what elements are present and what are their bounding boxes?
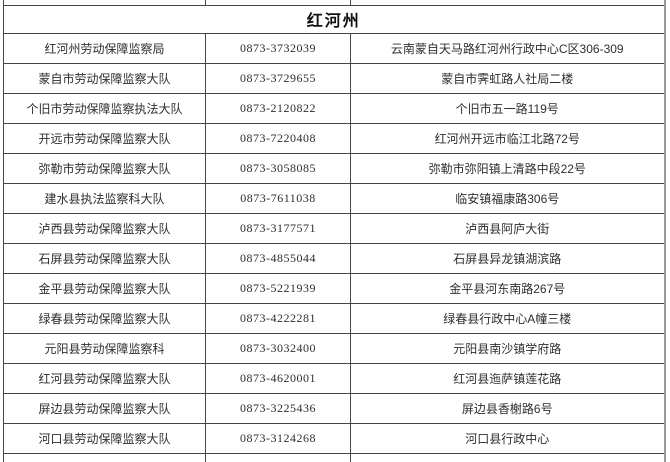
- phone-number: 0873-3032400: [205, 332, 351, 364]
- table-row: 屏边县劳动保障监察大队 0873-3225436 屏边县香榭路6号: [3, 392, 666, 424]
- table-row: 金平县劳动保障监察大队 0873-5221939 金平县河东南路267号: [3, 272, 666, 304]
- phone-number: 0873-4855044: [205, 242, 351, 274]
- phone-number: 0873-7220408: [205, 122, 351, 154]
- phone-number: 0873-3177571: [205, 212, 351, 244]
- section-header-row: 红河州: [3, 4, 666, 34]
- address: 绿春县行政中心A幢三楼: [350, 302, 666, 334]
- address: 云南蒙自天马路红河州行政中心C区306-309: [350, 32, 666, 64]
- contact-directory-table: 红河州 红河州劳动保障监察局 0873-3732039 云南蒙自天马路红河州行政…: [3, 0, 666, 462]
- table-row: 弥勒市劳动保障监察大队 0873-3058085 弥勒市弥阳镇上清路中段22号: [3, 152, 666, 184]
- address: 金平县河东南路267号: [350, 272, 666, 304]
- agency-name: 建水县执法监察科大队: [3, 182, 206, 214]
- address: 弥勒市弥阳镇上清路中段22号: [350, 152, 666, 184]
- address: 河口县行政中心: [350, 422, 666, 454]
- agency-name: 绿春县劳动保障监察大队: [3, 302, 206, 334]
- address: 泸西县阿庐大街: [350, 212, 666, 244]
- table-row: 个旧市劳动保障监察执法大队 0873-2120822 个旧市五一路119号: [3, 92, 666, 124]
- table-row: 红河县劳动保障监察大队 0873-4620001 红河县迤萨镇莲花路: [3, 362, 666, 394]
- agency-name: 弥勒市劳动保障监察大队: [3, 152, 206, 184]
- empty-cell: [205, 452, 351, 462]
- table-row: 泸西县劳动保障监察大队 0873-3177571 泸西县阿庐大街: [3, 212, 666, 244]
- agency-name: 红河县劳动保障监察大队: [3, 362, 206, 394]
- table-row: 石屏县劳动保障监察大队 0873-4855044 石屏县异龙镇湖滨路: [3, 242, 666, 274]
- agency-name: 屏边县劳动保障监察大队: [3, 392, 206, 424]
- agency-name: 泸西县劳动保障监察大队: [3, 212, 206, 244]
- phone-number: 0873-2120822: [205, 92, 351, 124]
- phone-number: 0873-3225436: [205, 392, 351, 424]
- agency-name: 红河州劳动保障监察局: [3, 32, 206, 64]
- address: 元阳县南沙镇学府路: [350, 332, 666, 364]
- address: 石屏县异龙镇湖滨路: [350, 242, 666, 274]
- table-row: 开远市劳动保障监察大队 0873-7220408 红河州开远市临江北路72号: [3, 122, 666, 154]
- address: 个旧市五一路119号: [350, 92, 666, 124]
- address: 蒙自市霁虹路人社局二楼: [350, 62, 666, 94]
- phone-number: 0873-5221939: [205, 272, 351, 304]
- table-row: 元阳县劳动保障监察科 0873-3032400 元阳县南沙镇学府路: [3, 332, 666, 364]
- address: 红河州开远市临江北路72号: [350, 122, 666, 154]
- next-row-partial: [3, 452, 666, 462]
- phone-number: 0873-3729655: [205, 62, 351, 94]
- phone-number: 0873-3058085: [205, 152, 351, 184]
- agency-name: 蒙自市劳动保障监察大队: [3, 62, 206, 94]
- table-row: 河口县劳动保障监察大队 0873-3124268 河口县行政中心: [3, 422, 666, 454]
- table-row: 蒙自市劳动保障监察大队 0873-3729655 蒙自市霁虹路人社局二楼: [3, 62, 666, 94]
- empty-cell: [350, 452, 666, 462]
- phone-number: 0873-4222281: [205, 302, 351, 334]
- agency-name: 开远市劳动保障监察大队: [3, 122, 206, 154]
- table-row: 红河州劳动保障监察局 0873-3732039 云南蒙自天马路红河州行政中心C区…: [3, 32, 666, 64]
- table-row: 绿春县劳动保障监察大队 0873-4222281 绿春县行政中心A幢三楼: [3, 302, 666, 334]
- phone-number: 0873-3124268: [205, 422, 351, 454]
- phone-number: 0873-4620001: [205, 362, 351, 394]
- agency-name: 元阳县劳动保障监察科: [3, 332, 206, 364]
- agency-name: 个旧市劳动保障监察执法大队: [3, 92, 206, 124]
- agency-name: 石屏县劳动保障监察大队: [3, 242, 206, 274]
- section-title: 红河州: [3, 4, 666, 34]
- phone-number: 0873-7611038: [205, 182, 351, 214]
- address: 红河县迤萨镇莲花路: [350, 362, 666, 394]
- agency-name: 河口县劳动保障监察大队: [3, 422, 206, 454]
- phone-number: 0873-3732039: [205, 32, 351, 64]
- address: 临安镇福康路306号: [350, 182, 666, 214]
- address: 屏边县香榭路6号: [350, 392, 666, 424]
- empty-cell: [3, 452, 206, 462]
- table-row: 建水县执法监察科大队 0873-7611038 临安镇福康路306号: [3, 182, 666, 214]
- agency-name: 金平县劳动保障监察大队: [3, 272, 206, 304]
